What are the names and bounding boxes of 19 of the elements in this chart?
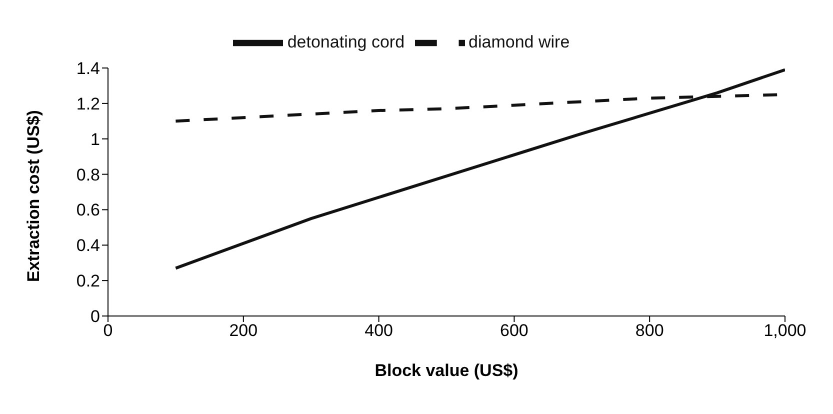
y-tick-label: 1.4 (76, 59, 100, 78)
x-tick-label: 1,000 (764, 321, 806, 340)
x-tick-label: 0 (103, 321, 113, 340)
y-tick-label: 1 (90, 130, 100, 149)
y-axis-title: Extraction cost (US$) (24, 110, 44, 282)
y-tick-label: 1.2 (76, 94, 100, 114)
x-tick-label: 800 (635, 321, 664, 340)
x-axis-title: Block value (US$) (374, 361, 518, 380)
legend-label: diamond wire (468, 32, 570, 52)
y-tick-label: 0.2 (76, 272, 100, 291)
y-tick-label: 0 (90, 307, 100, 326)
x-tick-label: 400 (364, 321, 393, 340)
x-tick-label: 600 (500, 321, 528, 340)
legend-label: detonating cord (287, 32, 405, 52)
line-series (174, 68, 785, 270)
x-tick-label: 200 (229, 321, 258, 340)
y-tick-label: 0.6 (76, 200, 100, 220)
y-tick-label: 0.8 (76, 165, 100, 184)
y-tick-label: 0.4 (76, 236, 100, 256)
